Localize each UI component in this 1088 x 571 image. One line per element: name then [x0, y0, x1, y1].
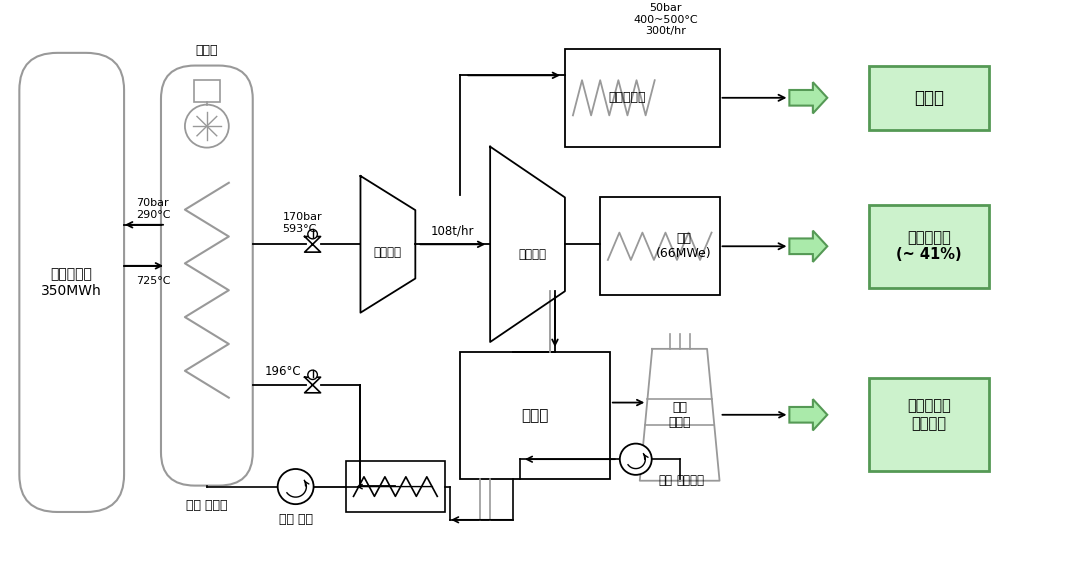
Text: 물부족지역
공기냉각: 물부족지역 공기냉각: [907, 399, 951, 431]
Text: 복수펌프: 복수펌프: [677, 475, 705, 487]
Text: 순환기: 순환기: [196, 45, 218, 58]
Bar: [346, 461, 445, 512]
Text: 공정열: 공정열: [914, 89, 944, 107]
Polygon shape: [640, 349, 719, 481]
Polygon shape: [360, 176, 416, 313]
Text: 170bar
593°C: 170bar 593°C: [283, 212, 322, 234]
Bar: [869, 66, 989, 130]
Bar: [869, 205, 989, 288]
Polygon shape: [790, 231, 827, 262]
Text: 고온가스로
350MWh: 고온가스로 350MWh: [41, 267, 102, 297]
Text: 고효율전력
(~ 41%): 고효율전력 (~ 41%): [897, 230, 962, 263]
Bar: [869, 378, 989, 471]
Text: 저압터빈: 저압터빈: [519, 248, 546, 260]
Text: 전력
(66MWe): 전력 (66MWe): [656, 232, 712, 260]
FancyBboxPatch shape: [161, 66, 252, 485]
FancyBboxPatch shape: [20, 53, 124, 512]
Circle shape: [308, 370, 318, 380]
Bar: [599, 198, 719, 295]
Polygon shape: [490, 147, 565, 342]
Text: 70bar
290°C: 70bar 290°C: [136, 198, 171, 220]
Text: 725°C: 725°C: [136, 276, 171, 287]
Text: 108t/hr: 108t/hr: [431, 224, 474, 237]
Polygon shape: [790, 399, 827, 431]
Circle shape: [185, 104, 228, 148]
Text: 고압터빈: 고압터빈: [374, 246, 401, 259]
Text: 급수 펌프: 급수 펌프: [279, 513, 312, 526]
Bar: [194, 80, 220, 102]
Text: 196°C: 196°C: [264, 365, 301, 378]
Text: 복수기: 복수기: [521, 408, 548, 423]
Circle shape: [308, 230, 318, 239]
Circle shape: [620, 444, 652, 475]
Polygon shape: [790, 82, 827, 114]
Bar: [565, 49, 719, 147]
Text: 증기 발생기: 증기 발생기: [186, 498, 227, 512]
Text: 증기발생기: 증기발생기: [608, 91, 645, 104]
Bar: [460, 352, 610, 478]
Text: 공기
냉각가: 공기 냉각가: [668, 401, 691, 429]
Text: 펌프: 펌프: [658, 475, 672, 487]
Text: 50bar
400~500°C
300t/hr: 50bar 400~500°C 300t/hr: [633, 3, 697, 36]
Circle shape: [277, 469, 313, 504]
